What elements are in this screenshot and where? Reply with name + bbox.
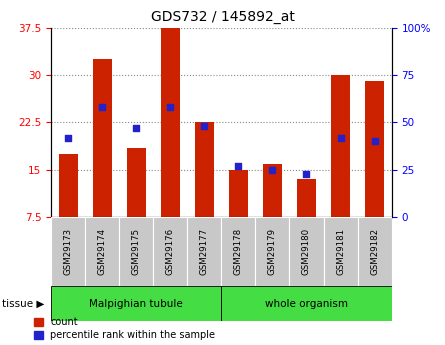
Bar: [51, 217, 85, 286]
Bar: [255, 217, 290, 286]
Bar: [119, 217, 153, 286]
Bar: [263, 164, 282, 217]
Bar: [324, 217, 358, 286]
Point: [133, 125, 140, 131]
Text: GSM29173: GSM29173: [64, 228, 73, 275]
Bar: [297, 179, 316, 217]
Bar: [93, 59, 112, 217]
Text: GSM29176: GSM29176: [166, 228, 175, 275]
Text: GDS732 / 145892_at: GDS732 / 145892_at: [150, 10, 295, 24]
Bar: [187, 217, 222, 286]
Point: [235, 163, 242, 169]
Bar: [222, 286, 392, 321]
Point: [167, 105, 174, 110]
Text: GSM29181: GSM29181: [336, 228, 345, 275]
Bar: [229, 170, 248, 217]
Bar: [51, 286, 222, 321]
Point: [371, 139, 378, 144]
Bar: [85, 217, 119, 286]
Bar: [153, 217, 187, 286]
Point: [337, 135, 344, 140]
Point: [65, 135, 72, 140]
Bar: [290, 217, 324, 286]
Bar: [195, 122, 214, 217]
Text: GSM29175: GSM29175: [132, 228, 141, 275]
Text: Malpighian tubule: Malpighian tubule: [89, 299, 183, 308]
Bar: [358, 217, 392, 286]
Point: [99, 105, 106, 110]
Text: GSM29182: GSM29182: [370, 228, 379, 275]
Text: GSM29177: GSM29177: [200, 228, 209, 275]
Point: [269, 167, 276, 172]
Bar: [127, 148, 146, 217]
Text: whole organism: whole organism: [265, 299, 348, 308]
Text: tissue ▶: tissue ▶: [2, 299, 44, 308]
Point: [201, 124, 208, 129]
Bar: [331, 75, 350, 217]
Bar: [365, 81, 384, 217]
Text: GSM29174: GSM29174: [98, 228, 107, 275]
Bar: [161, 28, 180, 217]
Legend: count, percentile rank within the sample: count, percentile rank within the sample: [34, 317, 215, 340]
Point: [303, 171, 310, 176]
Text: GSM29178: GSM29178: [234, 228, 243, 275]
Bar: [222, 217, 255, 286]
Bar: [59, 154, 77, 217]
Text: GSM29179: GSM29179: [268, 228, 277, 275]
Text: GSM29180: GSM29180: [302, 228, 311, 275]
